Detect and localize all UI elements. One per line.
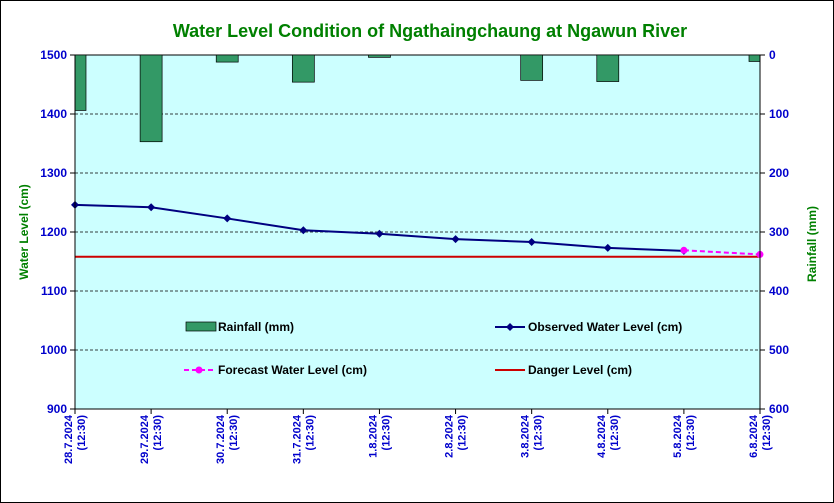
y-axis-left-title: Water Level (cm) (17, 184, 31, 280)
forecast-line (683, 249, 761, 256)
x-tick-label-time: (12:30) (380, 415, 392, 451)
x-tick-label-time: (12:30) (457, 415, 469, 451)
x-tick-label-date: 1.8.2024 (367, 414, 379, 458)
legend-label-observed: Observed Water Level (cm) (528, 320, 682, 334)
y-right-tick-label: 200 (769, 166, 789, 180)
x-tick-label-date: 29.7.2024 (139, 414, 151, 464)
rainfall-bar (748, 54, 761, 62)
rainfall-bar (596, 54, 620, 82)
x-tick-label-date: 31.7.2024 (291, 414, 303, 464)
observed-point (603, 243, 612, 252)
observed-point (375, 229, 384, 238)
chart-title: Water Level Condition of Ngathaingchaung… (173, 21, 687, 41)
y-left-tick-label: 1100 (41, 284, 67, 298)
legend-item-danger: Danger Level (cm) (495, 363, 632, 377)
legend-marker-observed (506, 323, 514, 331)
x-tick-label-time: (12:30) (76, 415, 88, 451)
y-left-tick-label: 1000 (40, 343, 67, 357)
observed-point (451, 235, 460, 244)
x-tick-label-date: 28.7.2024 (63, 414, 75, 464)
x-tick-label-date: 5.8.2024 (672, 414, 684, 458)
x-tick-label-time: (12:30) (685, 415, 697, 451)
x-tick-label-time: (12:30) (609, 415, 621, 451)
legend-swatch-rainfall (185, 321, 217, 332)
y-left-tick-label: 1200 (40, 225, 67, 239)
rainfall-bar (291, 54, 315, 83)
rainfall-bar (139, 54, 163, 143)
y-right-tick-label: 600 (769, 402, 789, 416)
y-right-tick-label: 400 (769, 284, 789, 298)
y-right-tick-label: 0 (769, 48, 776, 62)
x-tick-label-time: (12:30) (228, 415, 240, 451)
legend-item-forecast: Forecast Water Level (cm) (184, 363, 367, 377)
observed-point (527, 238, 536, 247)
legend-item-observed: Observed Water Level (cm) (495, 320, 682, 334)
y-right-tick-label: 500 (769, 343, 789, 357)
x-tick-label-time: (12:30) (152, 415, 164, 451)
legend: Rainfall (mm) Observed Water Level (cm) … (184, 320, 682, 377)
observed-point (147, 203, 156, 212)
observed-point (223, 214, 232, 223)
legend-label-rainfall: Rainfall (mm) (218, 320, 294, 334)
x-tick-label-date: 4.8.2024 (596, 414, 608, 458)
y-left-tick-label: 1300 (40, 166, 67, 180)
x-tick-label-date: 2.8.2024 (444, 414, 456, 458)
rainfall-bar (215, 54, 239, 63)
x-tick-label-time: (12:30) (304, 415, 316, 451)
x-tick-label-date: 6.8.2024 (748, 414, 760, 458)
y-left-tick-label: 900 (47, 402, 67, 416)
y-left-tick-label: 1500 (40, 48, 67, 62)
legend-marker-forecast (195, 366, 203, 374)
rainfall-bar (368, 54, 391, 58)
y-left-tick-label: 1400 (40, 107, 67, 121)
legend-label-forecast: Forecast Water Level (cm) (218, 363, 367, 377)
rainfall-bar (520, 54, 544, 81)
x-tick-label-time: (12:30) (533, 415, 545, 451)
x-tick-label-date: 30.7.2024 (215, 414, 227, 464)
y-right-tick-label: 300 (769, 225, 789, 239)
grid-layer (75, 54, 760, 351)
axes-layer: 900 1000 1100 1200 1300 1400 1500 0 100 200 300 400… (40, 48, 789, 464)
rainfall-bars (74, 54, 761, 143)
y-axis-right-title: Rainfall (mm) (805, 206, 819, 282)
rainfall-bar (74, 54, 87, 111)
observed-point (299, 226, 308, 235)
legend-item-rainfall: Rainfall (mm) (185, 320, 294, 334)
x-tick-label-date: 3.8.2024 (520, 414, 532, 458)
x-tick-label-time: (12:30) (761, 415, 773, 451)
y-right-tick-label: 100 (769, 107, 789, 121)
forecast-point (680, 246, 688, 254)
legend-label-danger: Danger Level (cm) (528, 363, 632, 377)
